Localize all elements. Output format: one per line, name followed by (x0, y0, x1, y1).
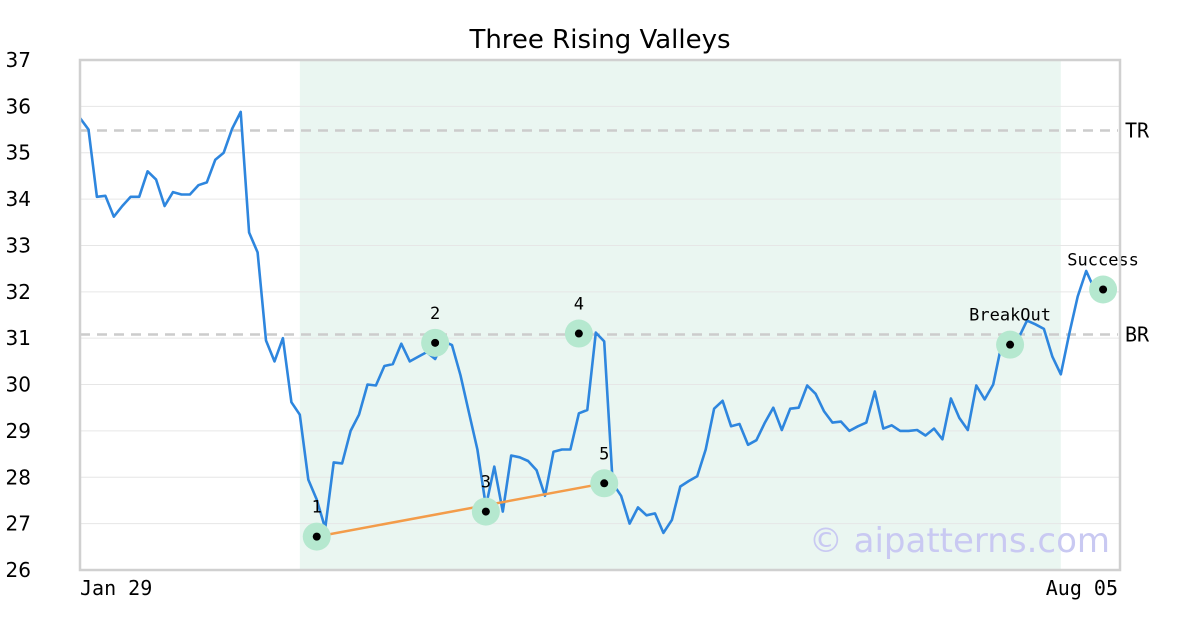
marker-label-breakout: BreakOut (969, 306, 1051, 326)
watermark: © aipatterns.com (809, 521, 1110, 561)
marker-point-success (1099, 285, 1108, 294)
y-tick-label: 28 (6, 465, 31, 489)
y-tick-label: 31 (6, 326, 31, 350)
x-tick-label: Jan 29 (80, 576, 152, 600)
marker-label-5: 5 (599, 444, 609, 464)
marker-label-success: Success (1067, 251, 1139, 271)
y-tick-label: 33 (6, 233, 31, 257)
plot-frame (78, 58, 1122, 572)
y-tick-label: 36 (6, 94, 31, 118)
y-tick-label: 30 (6, 373, 31, 397)
y-tick-label: 34 (6, 187, 31, 211)
marker-point-2 (431, 338, 440, 347)
reference-label-tr: TR (1125, 118, 1150, 142)
marker-point-1 (312, 532, 321, 541)
reference-label-br: BR (1125, 322, 1150, 346)
marker-label-3: 3 (481, 473, 491, 493)
y-tick-label: 27 (6, 512, 31, 536)
y-tick-label: 32 (6, 280, 31, 304)
marker-label-2: 2 (430, 304, 440, 324)
marker-point-3 (481, 507, 490, 516)
marker-point-breakout (1006, 340, 1015, 349)
y-tick-label: 35 (6, 141, 31, 165)
y-tick-label: 26 (6, 558, 31, 582)
marker-label-4: 4 (574, 295, 584, 315)
highlight-band (299, 60, 1061, 570)
valley-trendline (316, 482, 605, 538)
y-tick-label: 37 (6, 48, 31, 72)
marker-point-4 (574, 329, 583, 338)
y-tick-label: 29 (6, 419, 31, 443)
price-line (78, 110, 1096, 535)
marker-point-5 (600, 479, 609, 488)
x-tick-label: Aug 05 (1046, 576, 1118, 600)
marker-label-1: 1 (312, 498, 322, 518)
chart-title: Three Rising Valleys (468, 25, 730, 55)
